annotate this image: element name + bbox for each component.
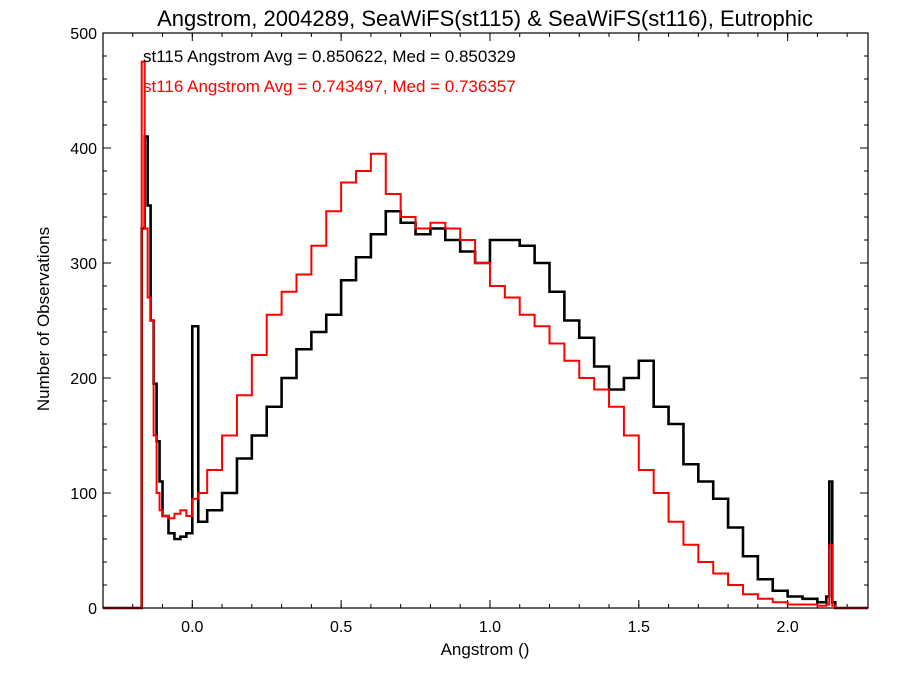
y-tick-label: 200	[70, 371, 97, 388]
x-axis-ticks: 0.0 0.5 1.0 1.5 2.0	[132, 33, 848, 636]
x-tick-label: 0.0	[181, 619, 203, 636]
series-st116-histogram	[103, 60, 868, 609]
y-axis-label: Number of Observations	[34, 227, 53, 411]
x-axis-label: Angstrom ()	[441, 640, 530, 659]
y-tick-label: 400	[70, 141, 97, 158]
y-tick-label: 100	[70, 486, 97, 503]
y-tick-label: 0	[88, 601, 97, 618]
y-tick-label: 300	[70, 256, 97, 273]
x-tick-label: 0.5	[330, 619, 352, 636]
y-axis-ticks: 0 100 200 300 400 500	[70, 26, 868, 618]
x-tick-label: 1.5	[628, 619, 650, 636]
legend-entry-st116: st116 Angstrom Avg = 0.743497, Med = 0.7…	[143, 77, 516, 96]
series-layer	[103, 60, 868, 610]
plot-frame	[102, 32, 869, 609]
y-tick-label: 500	[70, 26, 97, 43]
x-tick-label: 1.0	[479, 619, 501, 636]
chart-title: Angstrom, 2004289, SeaWiFS(st115) & SeaW…	[157, 6, 813, 31]
legend-entry-st115: st115 Angstrom Avg = 0.850622, Med = 0.8…	[143, 47, 516, 66]
series-st115-histogram	[103, 135, 868, 610]
x-tick-label: 2.0	[777, 619, 799, 636]
